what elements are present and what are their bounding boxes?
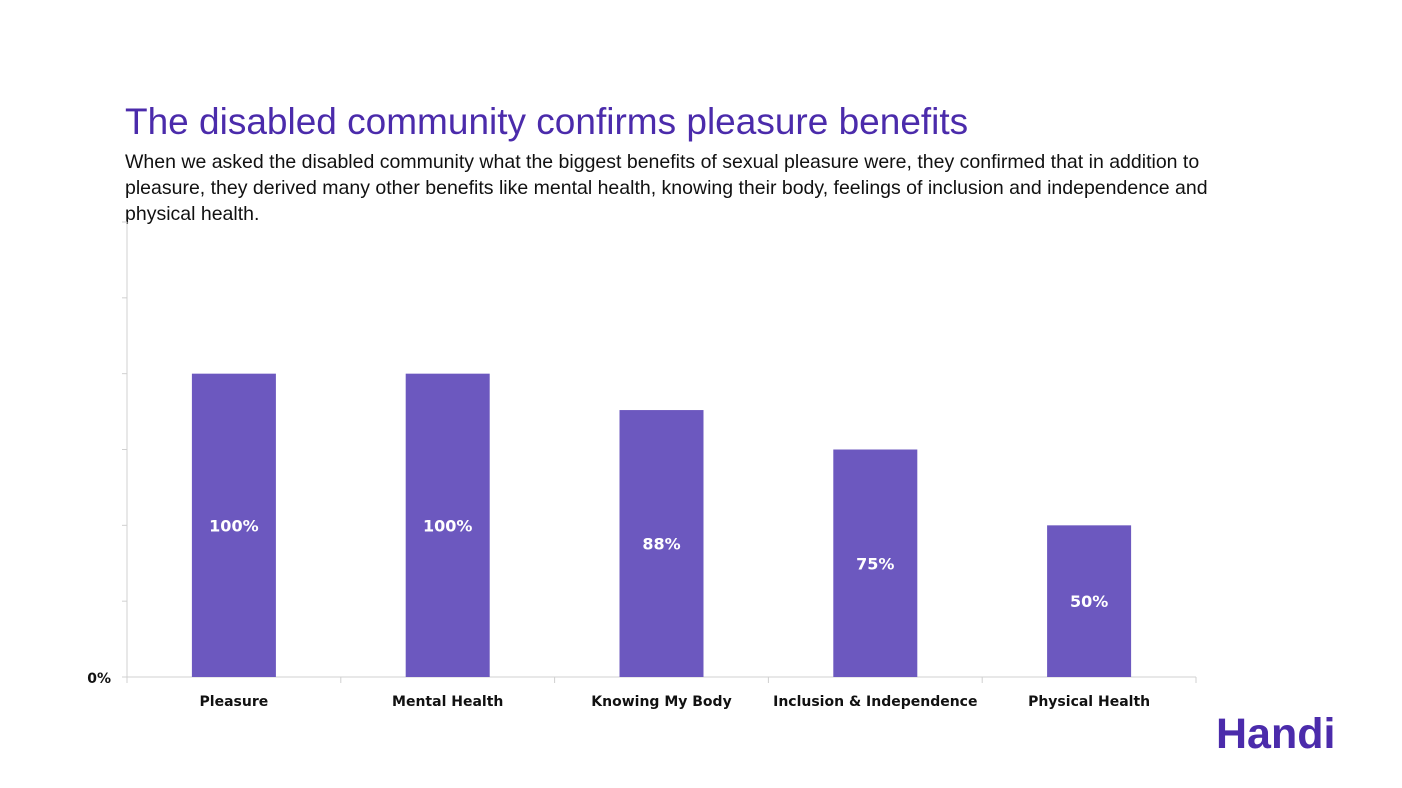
x-tick-label: Inclusion & Independence [773,694,977,710]
data-label: 100% [423,516,472,535]
handi-logo: Handi [1216,710,1336,758]
x-tick-label: Knowing My Body [591,694,731,710]
x-tick-label: Mental Health [392,694,503,710]
x-tick-label: Pleasure [200,694,269,710]
bar [833,449,918,677]
bar [191,373,276,677]
y-tick-label: 0% [87,671,111,687]
slide-title: The disabled community confirms pleasure… [125,101,969,142]
bar [1047,525,1132,677]
slide-body-text: When we asked the disabled community wha… [125,151,1208,225]
data-label: 88% [642,535,680,554]
data-label: 50% [1070,592,1108,611]
data-label: 100% [209,516,258,535]
bar [405,373,490,677]
bar [619,410,704,677]
data-label: 75% [856,554,894,573]
x-tick-label: Physical Health [1028,694,1150,710]
